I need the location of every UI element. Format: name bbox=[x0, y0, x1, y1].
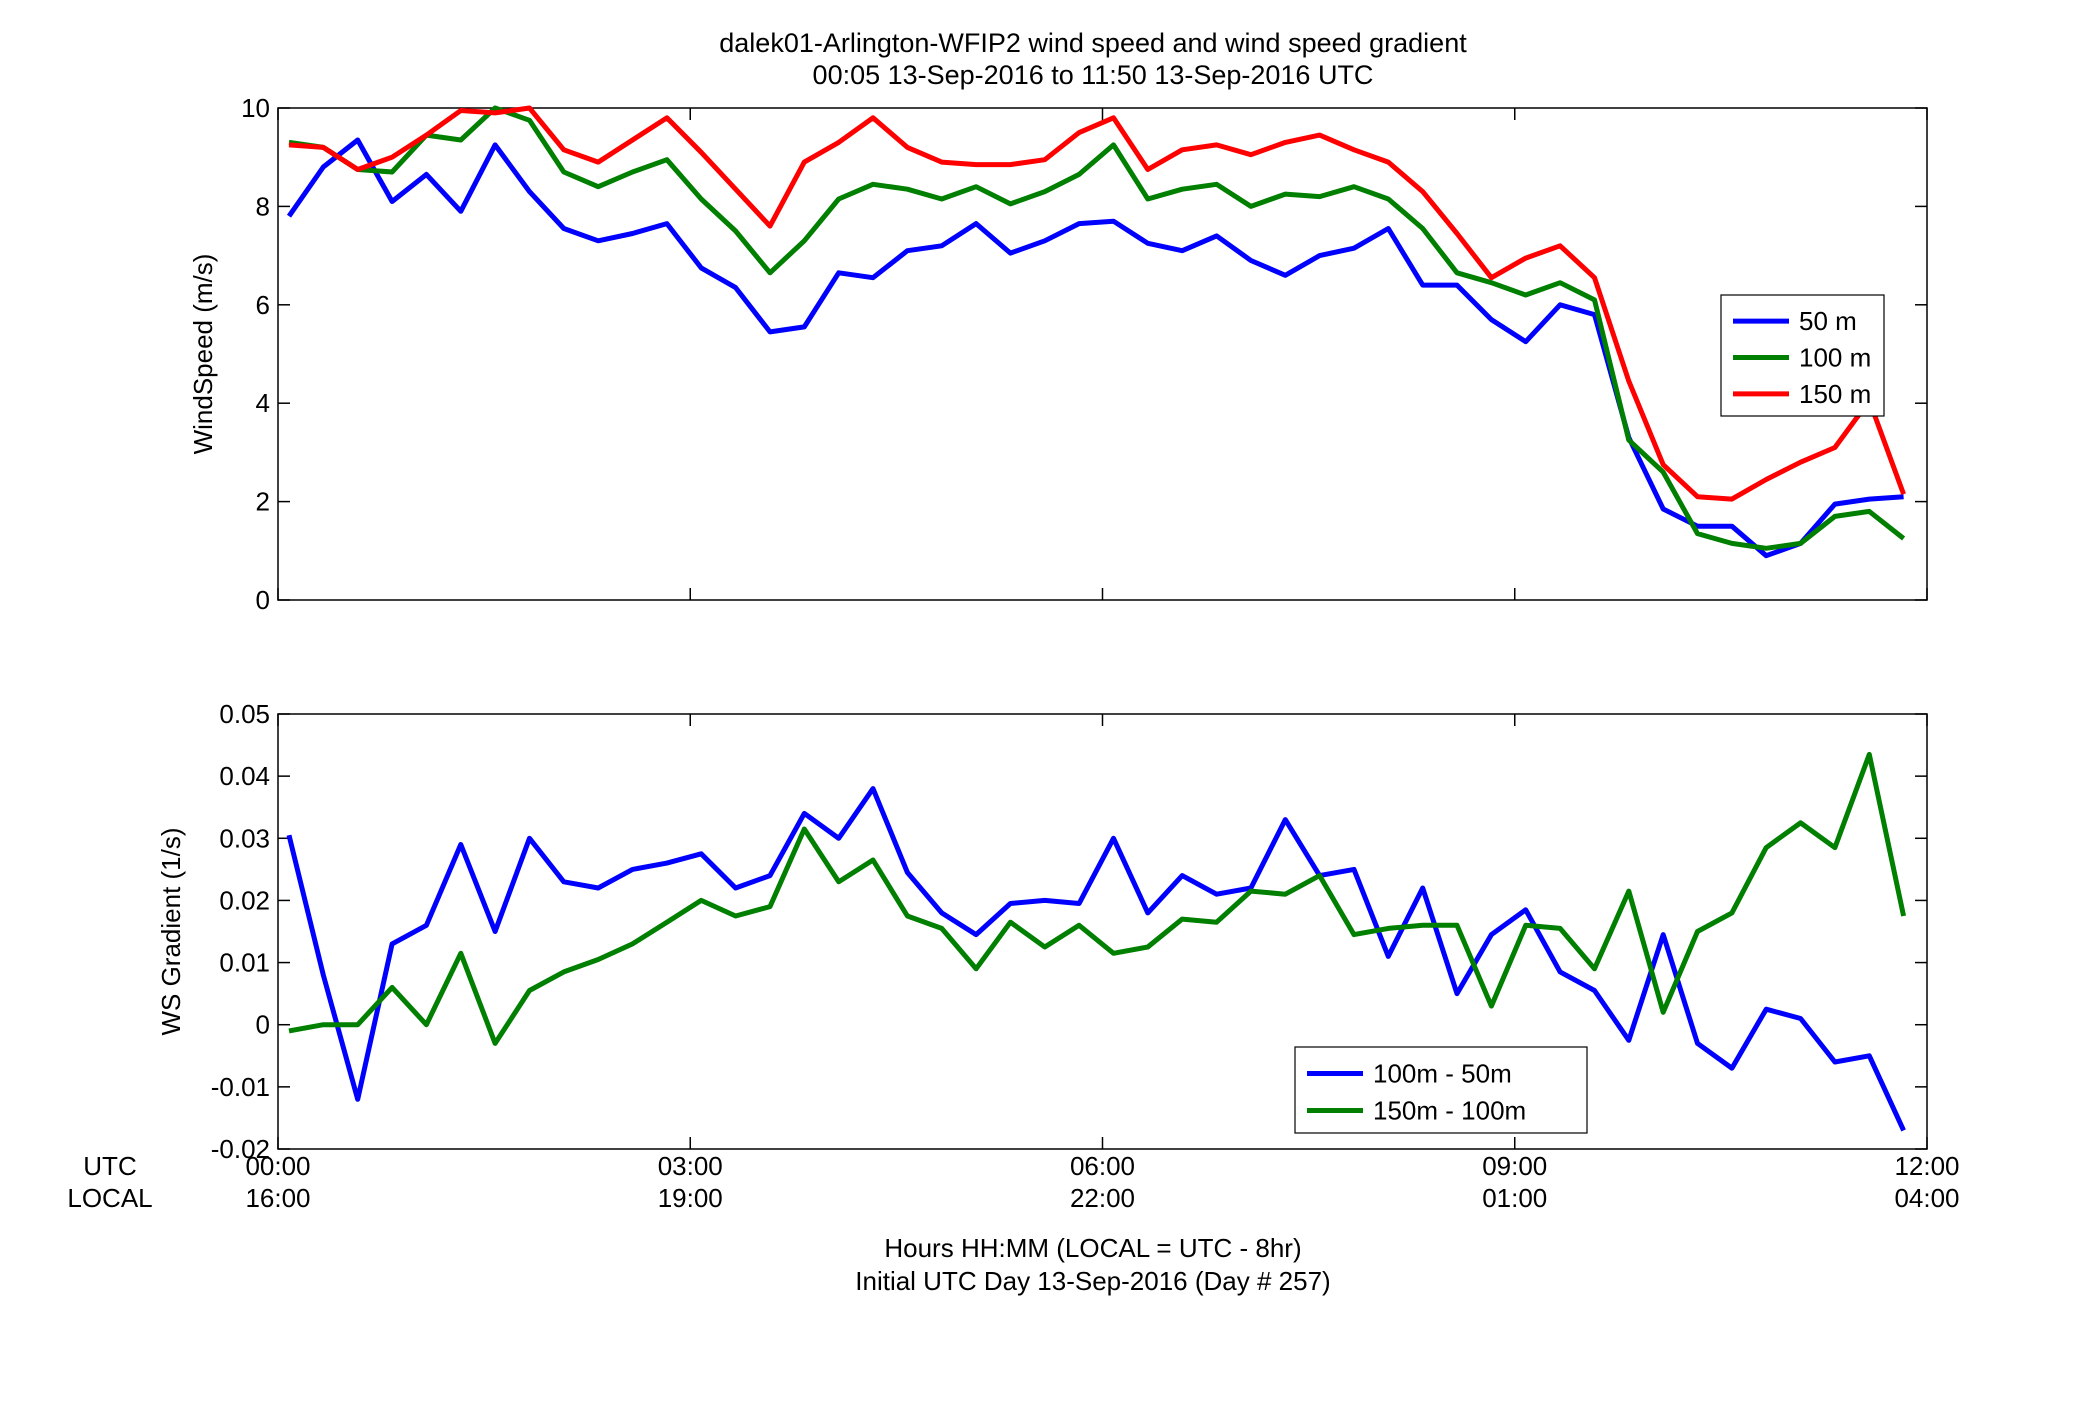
x-tick-label-local: 01:00 bbox=[1482, 1183, 1547, 1213]
y-tick-label: 0 bbox=[256, 1010, 270, 1040]
legend-label-0: 100m - 50m bbox=[1373, 1059, 1512, 1089]
y-tick-label: 0.05 bbox=[219, 699, 270, 729]
y-tick-label: -0.02 bbox=[211, 1134, 270, 1164]
utc-row-label: UTC bbox=[83, 1151, 136, 1181]
legend-label-0: 50 m bbox=[1799, 306, 1857, 336]
y-tick-label: 0 bbox=[256, 585, 270, 615]
x-tick-label-local: 04:00 bbox=[1894, 1183, 1959, 1213]
y-tick-label: 6 bbox=[256, 290, 270, 320]
y-tick-label: 8 bbox=[256, 191, 270, 221]
x-tick-label-utc: 00:00 bbox=[245, 1151, 310, 1181]
top-panel: 0 2 4 6 8 10 WindSpeed (m/s) 50 m 100 m 150 m bbox=[188, 93, 1928, 615]
chart-title-line2: 00:05 13-Sep-2016 to 11:50 13-Sep-2016 U… bbox=[813, 60, 1374, 90]
legend: 50 m 100 m 150 m bbox=[1720, 294, 1885, 417]
y-tick-label: 0.01 bbox=[219, 948, 270, 978]
x-tick-label-local: 19:00 bbox=[658, 1183, 723, 1213]
legend-label-1: 100 m bbox=[1799, 343, 1871, 373]
bottom-panel: -0.02 -0.01 0 0.01 0.02 0.03 0.04 0.05 00:0016:0… bbox=[156, 699, 1960, 1213]
y-tick-label: 10 bbox=[241, 93, 270, 123]
legend-label-1: 150m - 100m bbox=[1373, 1096, 1526, 1126]
series-line-2 bbox=[288, 105, 1906, 502]
local-row-label: LOCAL bbox=[67, 1183, 152, 1213]
series-line-1 bbox=[288, 105, 1906, 551]
series-line-0 bbox=[286, 137, 1904, 559]
x-tick-label-utc: 06:00 bbox=[1070, 1151, 1135, 1181]
y-tick-label: 2 bbox=[256, 487, 270, 517]
x-tick-label-utc: 12:00 bbox=[1894, 1151, 1959, 1181]
y-axis-label: WindSpeed (m/s) bbox=[188, 254, 218, 455]
x-axis-label-line2: Initial UTC Day 13-Sep-2016 (Day # 257) bbox=[855, 1266, 1330, 1296]
series-line-1 bbox=[288, 751, 1907, 1046]
x-tick-label-local: 16:00 bbox=[245, 1183, 310, 1213]
legend-box bbox=[1294, 1046, 1588, 1134]
legend-label-2: 150 m bbox=[1799, 379, 1871, 409]
y-tick-label: 0.02 bbox=[219, 885, 270, 915]
y-axis-label: WS Gradient (1/s) bbox=[156, 827, 186, 1035]
plot-frame bbox=[277, 713, 1928, 1150]
x-tick-label-utc: 03:00 bbox=[658, 1151, 723, 1181]
legend: 100m - 50m 150m - 100m bbox=[1294, 1046, 1588, 1134]
chart-title-line1: dalek01-Arlington-WFIP2 wind speed and w… bbox=[719, 28, 1467, 58]
y-tick-label: -0.01 bbox=[211, 1072, 270, 1102]
x-tick-label-local: 22:00 bbox=[1070, 1183, 1135, 1213]
x-axis-label-line1: Hours HH:MM (LOCAL = UTC - 8hr) bbox=[884, 1233, 1301, 1263]
y-tick-label: 0.04 bbox=[219, 761, 270, 791]
y-tick-label: 0.03 bbox=[219, 823, 270, 853]
x-tick-label-utc: 09:00 bbox=[1482, 1151, 1547, 1181]
series-line-0 bbox=[286, 786, 1906, 1132]
y-tick-label: 4 bbox=[256, 388, 270, 418]
